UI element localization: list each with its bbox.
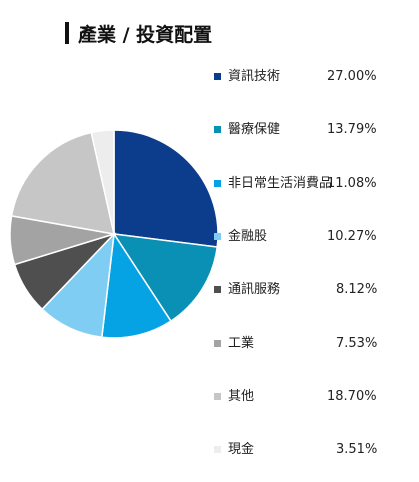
legend-swatch [214,232,221,240]
legend-swatch [214,286,221,294]
legend-percent: 13.79% [327,122,377,138]
legend-swatch [214,392,221,400]
legend-swatch [214,446,221,454]
legend-percent: 7.53% [336,335,378,351]
pie-slice-0 [113,129,219,248]
pie-slice-2 [100,231,172,339]
legend-label: 工業 [228,335,255,351]
pie-slice-1 [112,233,219,323]
legend-swatch [214,73,221,80]
legend-label: 非日常生活消費品 [228,175,333,191]
legend-label: 醫療保健 [228,122,281,138]
legend-percent: 3.51% [336,442,378,458]
title-accent-bar [65,22,69,44]
legend-label: 現金 [228,442,255,458]
legend-percent: 8.12% [336,282,378,298]
legend-percent: 18.70% [327,388,377,404]
legend-label: 其他 [228,388,255,404]
chart-title: 產業 / 投資配置 [78,24,213,46]
legend-label: 資訊技術 [228,69,281,84]
legend-percent: 11.08% [327,175,377,191]
legend-swatch [214,126,221,134]
legend-percent: 27.00% [327,69,377,84]
legend-label: 通訊服務 [228,282,281,298]
legend-swatch [214,339,221,347]
legend-swatch [214,179,221,187]
pie-slice-7 [90,129,115,235]
legend-label: 金融股 [228,228,268,244]
legend-percent: 10.27% [327,228,377,244]
pie-slice-6 [10,131,115,235]
